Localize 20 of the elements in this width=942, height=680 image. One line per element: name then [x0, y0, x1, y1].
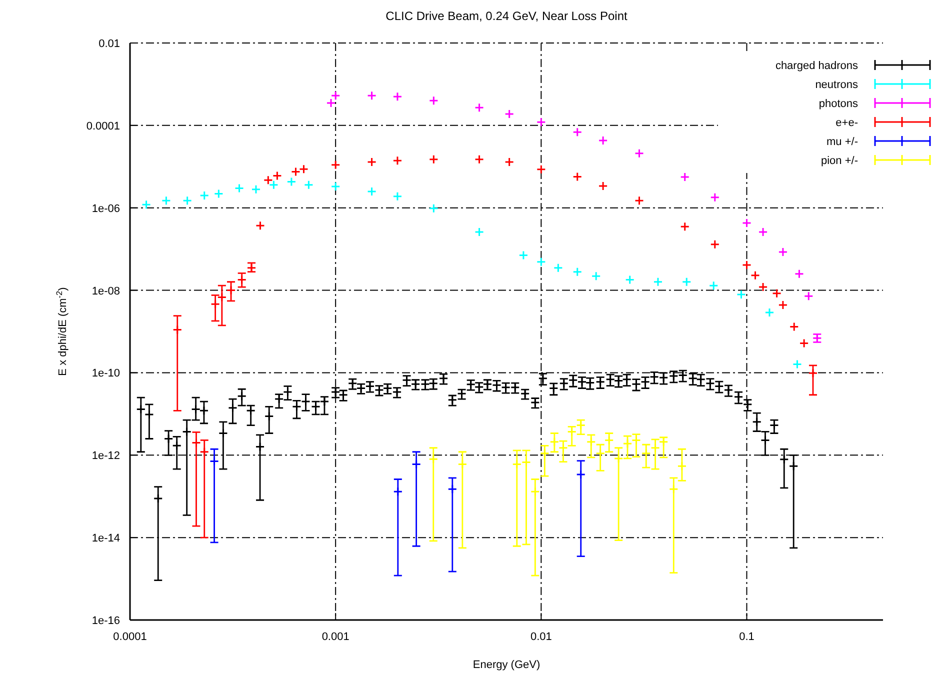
legend-label: e+e- [836, 117, 858, 129]
y-tick-label: 1e-16 [92, 615, 120, 627]
chart-title: CLIC Drive Beam, 0.24 GeV, Near Loss Point [386, 9, 628, 23]
legend-label: mu +/- [826, 136, 858, 148]
legend-label: pion +/- [821, 155, 858, 167]
x-tick-label: 0.1 [739, 631, 754, 643]
y-tick-label: 1e-06 [92, 202, 120, 215]
y-tick-label: 1e-10 [92, 368, 120, 380]
x-tick-label: 0.01 [530, 631, 552, 643]
y-tick-label: 1e-08 [92, 285, 120, 298]
y-tick-label: 1e-14 [92, 532, 120, 545]
y-tick-label: 0.01 [98, 38, 120, 50]
y-tick-label: 1e-12 [92, 450, 120, 462]
legend-label: charged hadrons [775, 60, 858, 72]
legend-label: photons [818, 98, 858, 110]
x-tick-label: 0.0001 [113, 631, 147, 643]
legend-label: neutrons [815, 79, 858, 91]
x-tick-label: 0.001 [322, 631, 350, 643]
y-tick-label: 0.0001 [86, 120, 120, 132]
x-axis-title: Energy (GeV) [472, 659, 540, 671]
